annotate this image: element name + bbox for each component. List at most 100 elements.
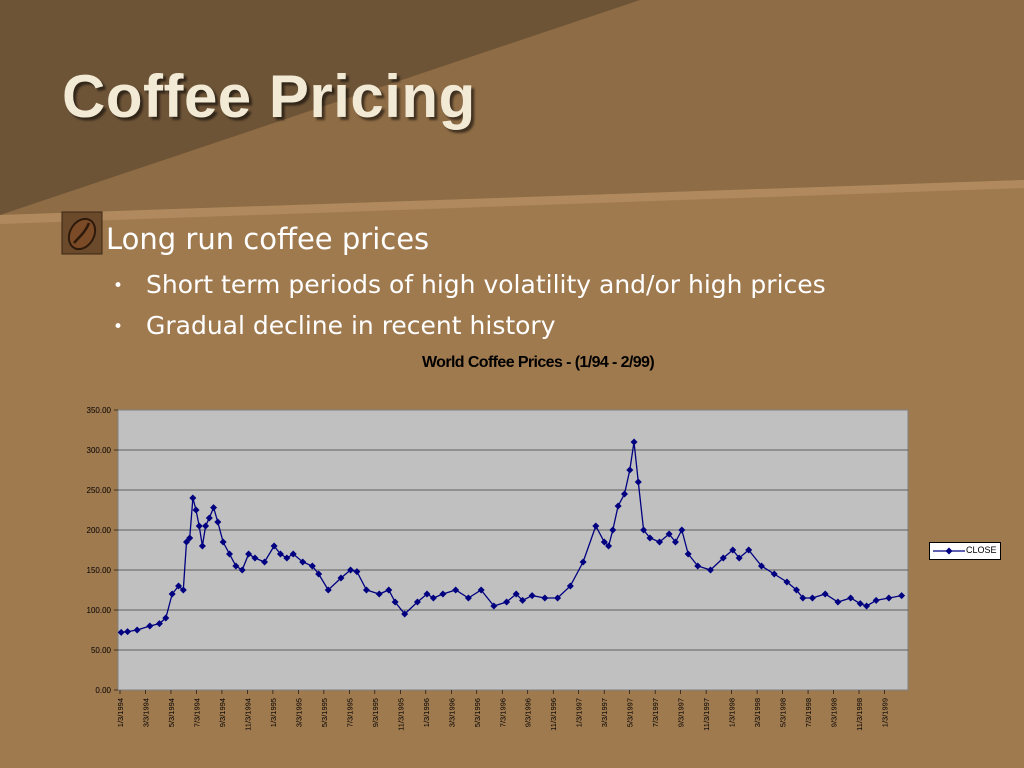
data-point — [210, 504, 218, 512]
data-point — [477, 586, 485, 594]
x-tick-label: 7/3/1998 — [804, 698, 813, 727]
data-point — [202, 522, 210, 530]
x-tick-label: 11/3/1997 — [702, 698, 711, 731]
data-point — [232, 562, 240, 570]
y-tick-label: 100.00 — [87, 606, 112, 615]
x-tick-label: 9/3/1995 — [371, 698, 380, 727]
data-point — [856, 600, 864, 608]
y-tick-label: 150.00 — [87, 566, 112, 575]
data-point — [315, 570, 323, 578]
data-point — [214, 518, 222, 526]
y-tick-label: 250.00 — [87, 486, 112, 495]
data-point — [863, 602, 871, 610]
bullet-long-run: Long run coffee prices — [106, 222, 430, 256]
x-tick-label: 7/3/1995 — [345, 698, 354, 727]
data-point — [707, 566, 714, 574]
x-tick-label: 5/3/1996 — [473, 698, 482, 727]
data-point — [423, 590, 431, 598]
y-tick-label: 50.00 — [91, 646, 112, 655]
x-tick-label: 9/3/1996 — [524, 698, 533, 727]
legend-label: CLOSE — [966, 545, 997, 555]
data-point — [133, 626, 141, 634]
data-point — [429, 594, 437, 602]
x-tick-label: 7/3/1996 — [498, 698, 507, 727]
data-point — [783, 578, 791, 586]
data-point — [362, 586, 370, 594]
data-point — [276, 550, 284, 558]
x-tick-label: 5/3/1997 — [626, 698, 635, 727]
data-point — [192, 506, 200, 514]
data-point — [626, 466, 634, 474]
data-point — [541, 594, 549, 602]
coffee-bean-icon — [61, 211, 103, 255]
data-point — [799, 594, 807, 602]
series-close-line — [121, 441, 902, 634]
data-point — [671, 538, 679, 546]
data-point — [678, 526, 686, 534]
chart-legend: CLOSE — [929, 542, 1001, 560]
x-tick-label: 3/3/1997 — [600, 698, 609, 727]
data-point — [251, 554, 259, 562]
data-point — [808, 594, 816, 602]
x-tick-label: 1/3/1995 — [269, 698, 278, 727]
data-point — [464, 594, 472, 602]
y-tick-label: 200.00 — [87, 526, 112, 535]
data-point — [512, 590, 520, 598]
data-point — [117, 628, 125, 636]
data-point — [757, 562, 765, 570]
data-point — [283, 554, 291, 562]
data-point — [630, 438, 638, 446]
data-point — [665, 530, 673, 538]
y-tick-label: 300.00 — [87, 446, 112, 455]
x-tick-label: 3/3/1994 — [141, 698, 150, 727]
data-point — [168, 590, 176, 598]
x-tick-label: 5/3/1994 — [167, 698, 176, 727]
data-point — [186, 534, 194, 542]
data-point — [566, 582, 574, 590]
data-point — [793, 586, 801, 594]
legend-line-marker — [933, 547, 965, 555]
data-point — [821, 590, 829, 598]
data-point — [729, 546, 737, 554]
x-tick-label: 9/3/1998 — [830, 698, 839, 727]
data-point — [528, 592, 536, 600]
x-tick-label: 3/3/1996 — [447, 698, 456, 727]
data-point — [353, 568, 361, 576]
data-point — [375, 590, 383, 598]
data-point — [694, 562, 702, 570]
x-tick-label: 5/3/1998 — [779, 698, 788, 727]
x-tick-label: 3/3/1995 — [294, 698, 303, 727]
data-point — [519, 596, 527, 604]
x-tick-label: 11/3/1995 — [396, 698, 405, 731]
x-tick-label: 1/3/1999 — [881, 698, 890, 727]
data-point — [503, 598, 511, 606]
data-point — [898, 592, 906, 600]
data-point — [189, 494, 197, 502]
x-tick-label: 11/3/1994 — [243, 698, 252, 731]
x-tick-label: 11/3/1998 — [855, 698, 864, 731]
sub-bullet-volatility: Short term periods of high volatility an… — [146, 270, 826, 299]
data-point — [719, 554, 727, 562]
data-point — [413, 598, 421, 606]
data-point — [195, 522, 203, 530]
slide-title: Coffee Pricing — [62, 63, 476, 130]
data-point — [885, 594, 893, 602]
data-point — [337, 574, 345, 582]
data-point — [179, 586, 187, 594]
data-point — [600, 538, 608, 546]
data-point — [452, 586, 460, 594]
data-point — [225, 550, 233, 558]
bullet-dot: • — [113, 276, 124, 296]
data-point — [620, 490, 628, 498]
data-point — [847, 594, 855, 602]
x-tick-label: 9/3/1997 — [677, 698, 686, 727]
data-point — [684, 550, 692, 558]
data-point — [261, 558, 269, 566]
data-point — [735, 554, 743, 562]
data-point — [745, 546, 753, 554]
y-tick-label: 350.00 — [87, 406, 112, 415]
data-point — [605, 542, 613, 550]
data-point — [308, 562, 316, 570]
x-tick-label: 1/3/1996 — [422, 698, 431, 727]
sub-bullet-decline: Gradual decline in recent history — [146, 311, 556, 340]
